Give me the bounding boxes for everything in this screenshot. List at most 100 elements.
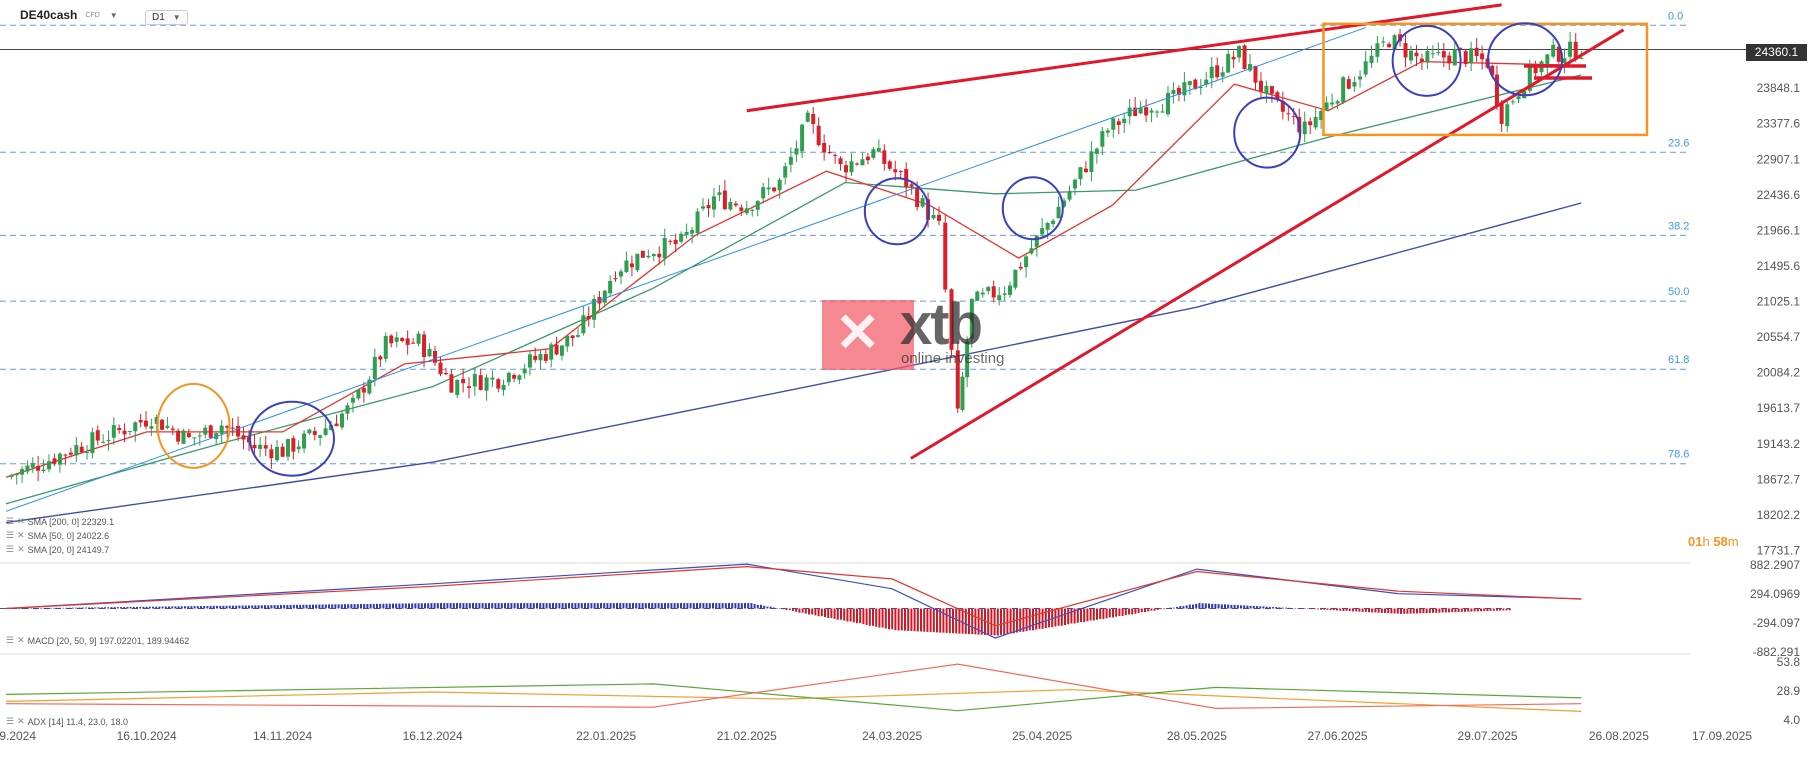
- macd-histogram-bar: [209, 605, 212, 609]
- y-tick-label: 20084.2: [1757, 366, 1801, 380]
- timeframe-select[interactable]: D1 ▼: [145, 10, 188, 25]
- list-icon[interactable]: ☰: [6, 544, 15, 554]
- close-icon[interactable]: ✕: [17, 635, 25, 645]
- candle-body: [307, 429, 312, 434]
- candle-body: [416, 333, 421, 344]
- macd-histogram-bar: [1403, 608, 1406, 614]
- macd-histogram-bar: [417, 603, 420, 609]
- macd-histogram-bar: [350, 604, 353, 609]
- candle-body: [1387, 43, 1392, 48]
- macd-histogram-bar: [667, 603, 670, 609]
- candle-body: [312, 431, 317, 435]
- close-icon[interactable]: ✕: [17, 544, 25, 554]
- x-tick-label: 26.08.2025: [1589, 729, 1649, 743]
- macd-histogram-bar: [1441, 608, 1444, 613]
- macd-histogram-bar: [174, 606, 177, 609]
- candle-body: [1100, 131, 1105, 147]
- macd-histogram-bar: [987, 608, 990, 636]
- macd-histogram-bar: [68, 607, 71, 609]
- candle-body: [1187, 81, 1192, 85]
- macd-histogram-bar: [20, 608, 23, 609]
- macd-histogram-bar: [504, 603, 506, 609]
- macd-histogram-bar: [155, 606, 158, 609]
- macd-histogram-bar: [1019, 608, 1022, 632]
- annotation-circle: [156, 382, 231, 469]
- candle-body: [722, 190, 727, 210]
- x-tick-label: 29.07.2025: [1458, 729, 1518, 743]
- macd-histogram-bar: [628, 603, 631, 609]
- macd-histogram-bar: [302, 604, 305, 609]
- sma50-legend[interactable]: ☰ ✕ SMA [50, 0] 24022.6: [6, 530, 109, 541]
- macd-histogram-bar: [526, 603, 529, 609]
- candle-body: [9, 475, 14, 477]
- macd-histogram-bar: [1089, 608, 1092, 621]
- close-icon[interactable]: ✕: [17, 516, 25, 526]
- macd-histogram-bar: [801, 608, 804, 613]
- macd-histogram-bar: [632, 603, 634, 609]
- close-icon[interactable]: ✕: [17, 716, 25, 726]
- macd-histogram-bar: [1460, 608, 1463, 612]
- candle-body: [844, 165, 849, 173]
- macd-histogram-bar: [1227, 604, 1230, 609]
- candle-body: [706, 205, 711, 209]
- macd-histogram-bar: [1380, 608, 1383, 613]
- candle-body: [673, 239, 678, 245]
- list-icon[interactable]: ☰: [6, 716, 15, 726]
- list-icon[interactable]: ☰: [6, 635, 15, 645]
- candle-body: [345, 405, 350, 414]
- candle-body: [975, 291, 980, 301]
- candle-body: [165, 425, 170, 428]
- macd-histogram-bar: [289, 604, 292, 609]
- macd-histogram-bar: [1352, 608, 1354, 612]
- sma200-legend[interactable]: ☰ ✕ SMA [200, 0] 22329.1: [6, 516, 114, 527]
- x-tick-label: 25.04.2025: [1012, 729, 1072, 743]
- macd-histogram-bar: [580, 603, 583, 609]
- macd-histogram-bar: [1224, 604, 1226, 609]
- sma20-legend[interactable]: ☰ ✕ SMA [20, 0] 24149.7: [6, 544, 109, 555]
- list-icon[interactable]: ☰: [6, 516, 15, 526]
- macd-legend[interactable]: ☰ ✕ MACD [20, 50, 9] 197.02201, 189.94462: [6, 635, 189, 646]
- candle-body: [1425, 51, 1430, 62]
- macd-histogram-bar: [1281, 607, 1284, 609]
- macd-histogram-bar: [78, 607, 81, 609]
- x-tick-label: 16.12.2024: [403, 729, 463, 743]
- candle-body: [269, 449, 274, 459]
- candle-body: [766, 187, 771, 190]
- close-icon[interactable]: ✕: [17, 530, 25, 540]
- candle-body: [1018, 267, 1023, 269]
- candle-body: [1198, 86, 1203, 88]
- candle-body: [176, 430, 181, 442]
- candle-body: [230, 427, 235, 429]
- candle-body: [1149, 110, 1154, 113]
- list-icon[interactable]: ☰: [6, 530, 15, 540]
- macd-histogram-bar: [1377, 608, 1380, 613]
- macd-histogram-bar: [1486, 608, 1489, 612]
- macd-histogram-bar: [891, 608, 894, 630]
- macd-histogram-bar: [1102, 608, 1105, 619]
- candle-body: [887, 161, 892, 169]
- candle-body: [443, 373, 448, 375]
- candle-body: [138, 420, 143, 423]
- macd-histogram-bar: [1256, 606, 1258, 609]
- macd-histogram-bar: [267, 605, 270, 609]
- macd-histogram-bar: [1060, 608, 1063, 626]
- candle-body: [1215, 65, 1220, 78]
- macd-histogram-bar: [1124, 608, 1127, 616]
- candle-body: [1474, 47, 1479, 57]
- macd-histogram-bar: [1262, 606, 1265, 609]
- candle-body: [1308, 121, 1313, 126]
- macd-histogram-bar: [126, 607, 129, 609]
- annotation-circle: [1391, 24, 1462, 97]
- chevron-down-icon[interactable]: ▼: [109, 10, 118, 20]
- macd-histogram-bar: [1246, 605, 1249, 609]
- macd-histogram-bar: [1022, 608, 1025, 632]
- macd-histogram-bar: [769, 606, 772, 609]
- candle-body: [755, 201, 760, 210]
- macd-histogram-bar: [686, 603, 689, 609]
- symbol-header[interactable]: DE40cash CFD ▼: [20, 8, 118, 22]
- symbol-name: DE40cash: [20, 8, 78, 22]
- macd-histogram-bar: [619, 603, 622, 609]
- adx-legend[interactable]: ☰ ✕ ADX [14] 11.4, 23.0, 18.0: [6, 716, 128, 727]
- macd-histogram-bar: [340, 604, 343, 609]
